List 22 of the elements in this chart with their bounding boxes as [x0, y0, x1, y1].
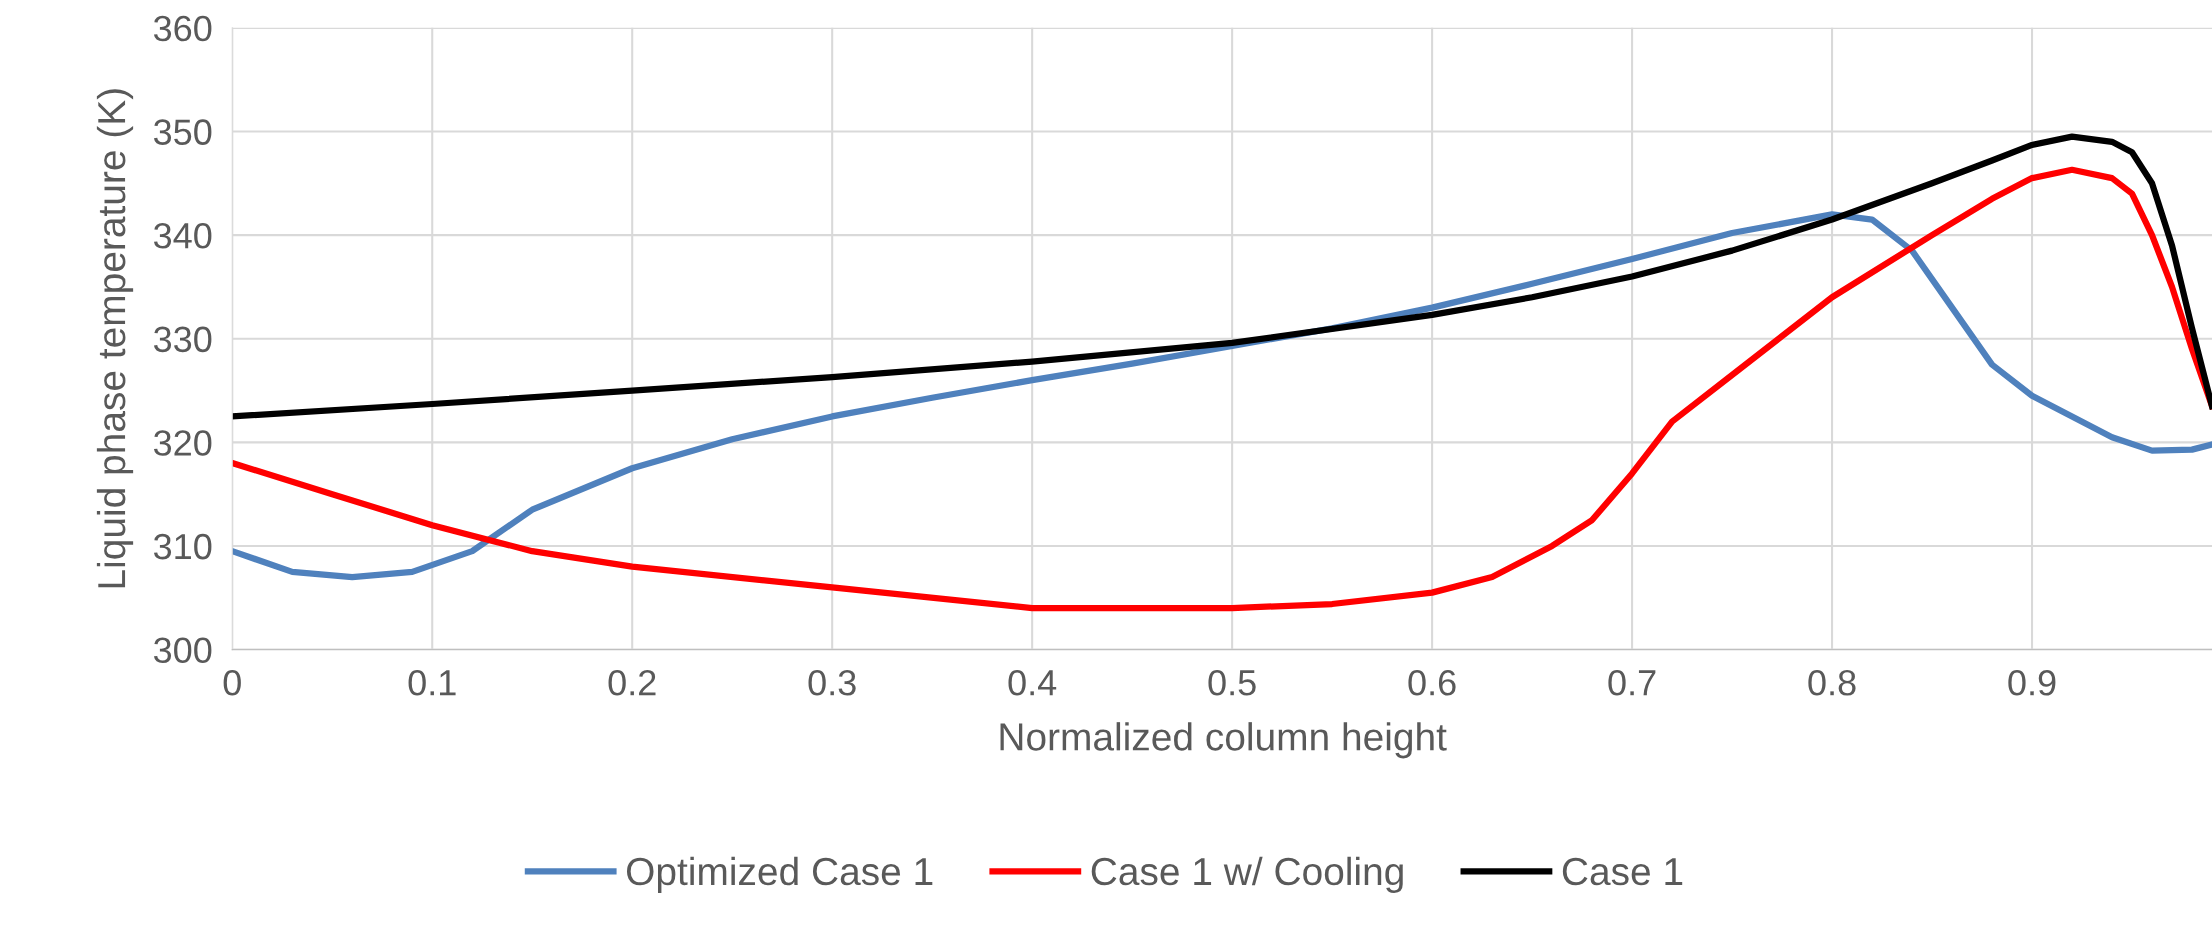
x-tick-label: 0.6 — [1408, 670, 1456, 696]
y-tick-label: 300 — [153, 637, 212, 664]
x-tick-label: 0.5 — [1208, 670, 1256, 696]
legend-label: Case 1 — [1562, 857, 1683, 886]
y-tick-label: 320 — [153, 430, 212, 456]
x-tick-label: 0.9 — [2008, 670, 2056, 696]
y-axis-title: Liquid phase temperature (K) — [96, 89, 134, 588]
legend-label: Optimized Case 1 — [626, 856, 933, 893]
legend-label: Case 1 w/ Cooling — [1091, 856, 1403, 893]
x-tick-label: 0.8 — [1808, 670, 1856, 696]
y-tick-label: 350 — [153, 119, 212, 145]
x-tick-label: 0.1 — [408, 670, 456, 696]
x-tick-label: 0 — [223, 670, 241, 696]
y-tick-label: 330 — [153, 326, 212, 353]
x-axis-title: Normalized column height — [1000, 722, 1447, 759]
x-tick-label: 0.4 — [1008, 670, 1057, 696]
y-tick-label: 360 — [153, 15, 212, 42]
y-tick-label: 310 — [153, 533, 212, 560]
y-tick-label: 340 — [153, 222, 212, 249]
x-tick-label: 0.7 — [1608, 670, 1656, 696]
x-tick-label: 0.2 — [608, 670, 656, 696]
x-tick-label: 0.3 — [808, 670, 856, 696]
